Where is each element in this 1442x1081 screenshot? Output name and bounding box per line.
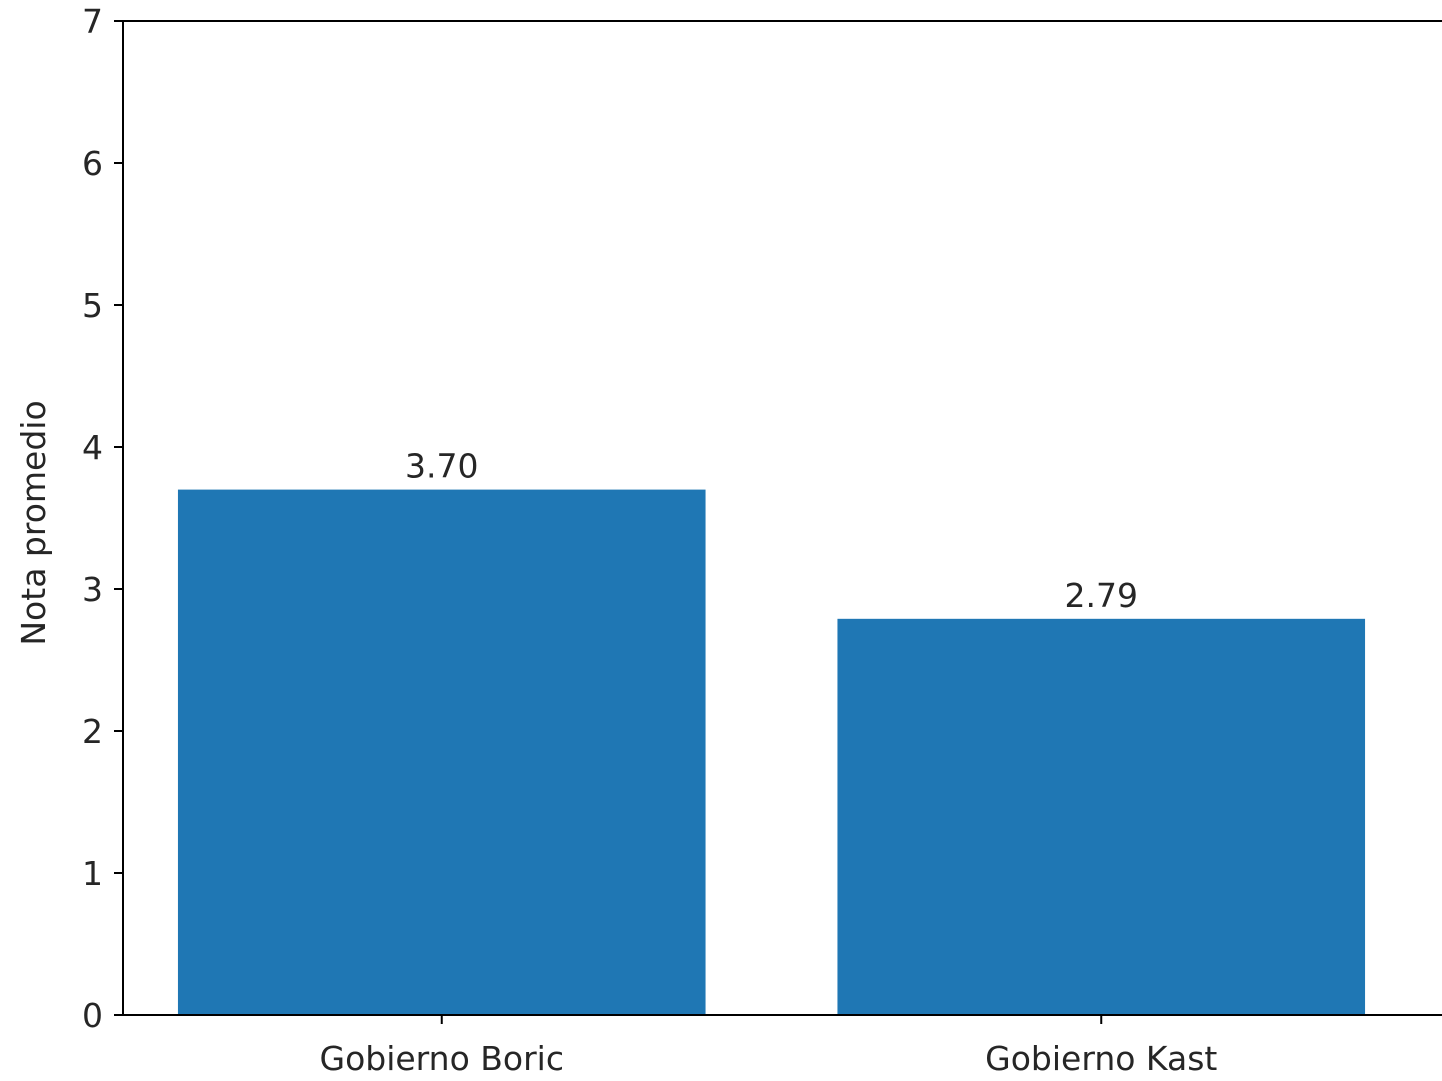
bar-value-label: 2.79: [1065, 576, 1138, 615]
bar: [177, 489, 706, 1016]
bars-layer: [177, 489, 1366, 1016]
y-tick-label: 3: [82, 570, 103, 609]
y-tick-label: 5: [82, 286, 103, 325]
bar: [837, 618, 1366, 1015]
y-axis-ticks: 0 1 2 3 4 5 6 7: [82, 2, 123, 1035]
y-tick-label: 4: [82, 428, 103, 467]
y-tick-label: 2: [82, 712, 103, 751]
x-tick-label: Gobierno Boric: [320, 1039, 564, 1078]
x-tick-label: Gobierno Kast: [985, 1039, 1217, 1078]
y-tick-label: 1: [82, 854, 103, 893]
y-tick-label: 6: [82, 144, 103, 183]
axes: [122, 20, 1442, 1016]
x-axis-ticks: Gobierno Boric Gobierno Kast: [320, 1015, 1217, 1078]
y-tick-label: 0: [82, 996, 103, 1035]
data-labels-layer: 3.70 2.79: [405, 447, 1138, 615]
y-tick-label: 7: [82, 2, 103, 41]
bar-value-label: 3.70: [405, 447, 478, 486]
y-axis-title: Nota promedio: [14, 400, 53, 645]
